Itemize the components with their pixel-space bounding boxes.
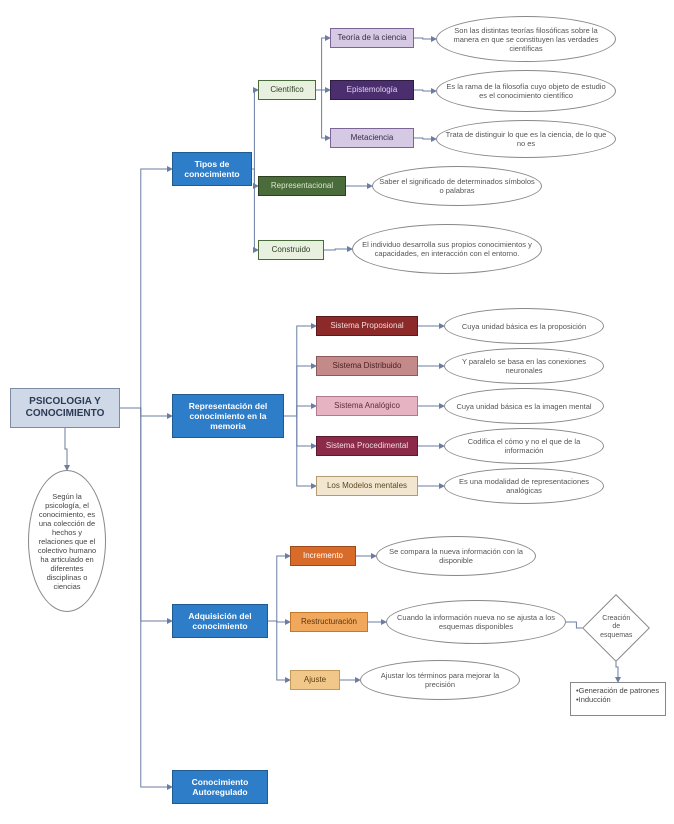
edge-adquisicion-restructuracion [268, 621, 290, 622]
node-restructuracion_desc: Cuando la información nueva no se ajusta… [386, 600, 566, 644]
node-restructuracion: Restructuración [290, 612, 368, 632]
node-sist_analogico: Sistema Analógico [316, 396, 418, 416]
node-teoria_ciencia_desc: Son las distintas teorías filosóficas so… [436, 16, 616, 62]
edge-epistemologia-epistemologia_desc [414, 90, 436, 91]
node-tipos: Tipos de conocimiento [172, 152, 252, 186]
node-incremento: Incremento [290, 546, 356, 566]
edge-adquisicion-ajuste [268, 621, 290, 680]
edge-representacion-sist_analogico [284, 406, 316, 416]
edge-construido-construido_desc [324, 249, 352, 250]
node-epistemologia_desc: Es la rama de la filosofía cuyo objeto d… [436, 70, 616, 112]
edge-root-adquisicion [120, 408, 172, 621]
edge-representacion-sist_proposional [284, 326, 316, 416]
node-modelos_mentales_desc: Es una modalidad de representaciones ana… [444, 468, 604, 504]
node-sist_distribuido: Sistema Distribuido [316, 356, 418, 376]
node-sist_distribuido_desc: Y paralelo se basa en las conexiones neu… [444, 348, 604, 384]
node-sist_procedimental_desc: Codifica el cómo y no el que de la infor… [444, 428, 604, 464]
node-epistemologia: Epistemología [330, 80, 414, 100]
node-autoregulado: Conocimiento Autoregulado [172, 770, 268, 804]
edge-cientifico-metaciencia [316, 90, 330, 138]
edge-adquisicion-incremento [268, 556, 290, 621]
node-adquisicion: Adquisición del conocimiento [172, 604, 268, 638]
node-representacion: Representación del conocimiento en la me… [172, 394, 284, 438]
node-cientifico: Científico [258, 80, 316, 100]
node-construido: Construido [258, 240, 324, 260]
node-incremento_desc: Se compara la nueva información con la d… [376, 536, 536, 576]
edge-cientifico-teoria_ciencia [316, 38, 330, 90]
edge-representacion-modelos_mentales [284, 416, 316, 486]
node-construido_desc: El individuo desarrolla sus propios cono… [352, 224, 542, 274]
node-modelos_mentales: Los Modelos mentales [316, 476, 418, 496]
edge-representacion-sist_procedimental [284, 416, 316, 446]
edge-metaciencia-metaciencia_desc [414, 138, 436, 139]
edge-representacion-sist_distribuido [284, 366, 316, 416]
node-root: PSICOLOGIA Y CONOCIMIENTO [10, 388, 120, 428]
edge-root-root_desc [65, 428, 67, 470]
node-representacional: Representacional [258, 176, 346, 196]
node-metaciencia_desc: Trata de distinguir lo que es la ciencia… [436, 120, 616, 158]
node-sist_proposional_desc: Cuya unidad básica es la proposición [444, 308, 604, 344]
node-metaciencia: Metaciencia [330, 128, 414, 148]
edge-tipos-cientifico [252, 90, 258, 169]
node-creacion_esquemas: Creación de esquemas [582, 594, 650, 662]
node-teoria_ciencia: Teoría de la ciencia [330, 28, 414, 48]
edge-root-representacion [120, 408, 172, 416]
node-ajuste: Ajuste [290, 670, 340, 690]
node-root_desc: Según la psicología, el conocimiento, es… [28, 470, 106, 612]
edge-root-autoregulado [120, 408, 172, 787]
node-sist_analogico_desc: Cuya unidad básica es la imagen mental [444, 388, 604, 424]
edge-root-tipos [120, 169, 172, 408]
edge-teoria_ciencia-teoria_ciencia_desc [414, 38, 436, 39]
node-sist_proposional: Sistema Proposional [316, 316, 418, 336]
node-representacional_desc: Saber el significado de determinados sím… [372, 166, 542, 206]
node-generacion: •Generación de patrones•Inducción [570, 682, 666, 716]
node-ajuste_desc: Ajustar los términos para mejorar la pre… [360, 660, 520, 700]
node-sist_procedimental: Sistema Procedimental [316, 436, 418, 456]
